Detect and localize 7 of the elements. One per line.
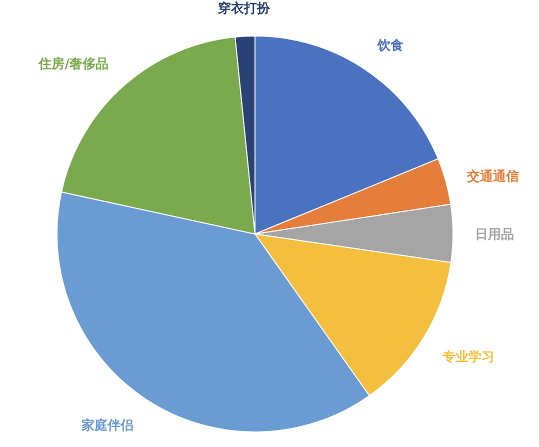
slice-label: 住房/奢侈品 bbox=[38, 56, 108, 72]
slice-label: 专业学习 bbox=[442, 348, 495, 365]
slice-label: 日用品 bbox=[475, 227, 514, 242]
slice-label: 家庭伴侣 bbox=[80, 417, 134, 434]
slice-label: 饮食 bbox=[376, 38, 404, 54]
slice-label: 交通通信 bbox=[466, 168, 520, 184]
slice-label: 穿衣打扮 bbox=[216, 0, 271, 16]
